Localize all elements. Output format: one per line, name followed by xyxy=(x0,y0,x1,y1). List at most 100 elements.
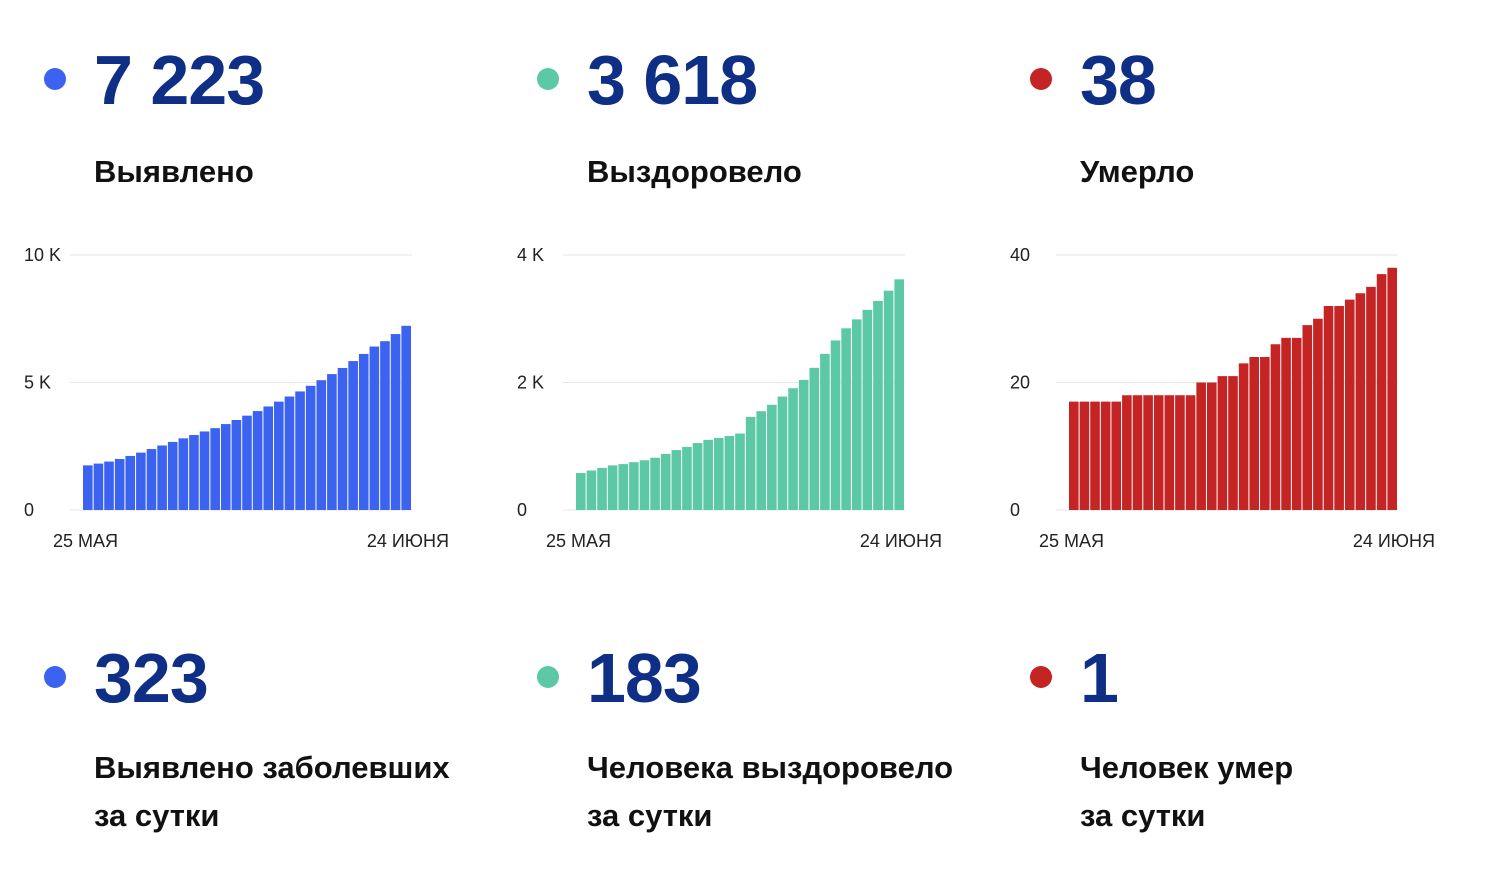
bar xyxy=(1153,395,1164,510)
bar xyxy=(735,433,745,510)
daily-died-label: Человек умер за сутки xyxy=(1080,744,1293,840)
bar xyxy=(629,462,639,510)
bar xyxy=(682,446,692,510)
recovered-dot-icon xyxy=(537,666,559,688)
bar xyxy=(1355,293,1366,510)
bar xyxy=(618,464,629,510)
bar xyxy=(862,309,873,510)
bar xyxy=(830,340,841,510)
x-start-label: 25 МАЯ xyxy=(53,531,118,551)
daily-died-label-line1: Человек умер xyxy=(1080,750,1294,785)
x-end-label: 24 ИЮНЯ xyxy=(1353,531,1435,551)
bar xyxy=(1206,382,1217,510)
bar xyxy=(788,388,798,510)
daily-recovered-label: Человека выздоровело за сутки xyxy=(587,744,953,840)
daily-detected-label-line1: Выявлено заболевших xyxy=(94,750,450,785)
bar xyxy=(104,461,114,510)
bar xyxy=(724,436,735,510)
died-dot-icon xyxy=(1030,666,1052,688)
bar xyxy=(1291,337,1302,510)
bar xyxy=(263,406,274,510)
bar xyxy=(146,449,157,510)
bar xyxy=(1228,376,1238,510)
bar xyxy=(873,300,883,510)
bar xyxy=(157,445,167,510)
bar xyxy=(639,460,650,510)
daily-detected-value: 323 xyxy=(94,639,209,717)
bar xyxy=(242,415,252,510)
bar xyxy=(210,428,220,510)
bar xyxy=(178,438,189,510)
total-died-value: 38 xyxy=(1080,41,1157,119)
bar xyxy=(1111,401,1122,510)
detected-dot-icon xyxy=(44,666,66,688)
y-tick-label: 0 xyxy=(517,500,527,520)
bar xyxy=(841,328,851,510)
bar xyxy=(1249,357,1260,510)
bar xyxy=(1132,395,1143,510)
bar xyxy=(586,470,597,510)
bar xyxy=(1069,401,1079,510)
bar xyxy=(83,465,93,510)
bar xyxy=(607,465,618,510)
bar xyxy=(1323,306,1334,510)
bar xyxy=(231,419,242,510)
bar xyxy=(1217,376,1228,510)
bar xyxy=(136,452,146,510)
bar xyxy=(337,367,348,510)
y-tick-label: 2 K xyxy=(517,373,544,393)
bar xyxy=(660,453,671,510)
bar xyxy=(1260,357,1270,510)
bar xyxy=(114,459,125,510)
bar xyxy=(1175,395,1185,510)
bar xyxy=(167,441,178,510)
bar xyxy=(1079,401,1090,510)
bar xyxy=(390,334,401,510)
bar xyxy=(369,346,380,510)
bar xyxy=(358,353,369,510)
bar xyxy=(252,411,263,510)
bar xyxy=(1143,395,1153,510)
bar xyxy=(274,401,284,510)
total-detected-value: 7 223 xyxy=(94,41,265,119)
y-tick-label: 5 K xyxy=(24,373,51,393)
bar xyxy=(125,455,136,510)
bar xyxy=(1090,401,1100,510)
bar xyxy=(1164,395,1175,510)
died-dot-icon xyxy=(1030,68,1052,90)
bar xyxy=(189,435,199,510)
daily-recovered-label-line1: Человека выздоровело xyxy=(587,750,954,785)
recovered-dot-icon xyxy=(537,68,559,90)
daily-died-value: 1 xyxy=(1080,639,1119,717)
x-start-label: 25 МАЯ xyxy=(546,531,611,551)
bar xyxy=(1313,318,1323,510)
y-tick-label: 4 K xyxy=(517,245,544,265)
total-recovered-value: 3 618 xyxy=(587,41,758,119)
bar xyxy=(1185,395,1196,510)
bar xyxy=(1238,363,1249,510)
bar xyxy=(1281,337,1291,510)
bar xyxy=(1366,286,1376,510)
bar xyxy=(327,374,337,510)
bar xyxy=(1376,274,1387,510)
chart-detected: 0 5 K 10 K 25 МАЯ 24 ИЮНЯ xyxy=(24,245,449,551)
bar xyxy=(671,450,682,510)
bar xyxy=(1344,299,1355,510)
x-start-label: 25 МАЯ xyxy=(1039,531,1104,551)
y-tick-label: 0 xyxy=(24,500,34,520)
bar xyxy=(1196,382,1206,510)
bar xyxy=(295,391,305,510)
bar xyxy=(767,404,777,510)
bar xyxy=(692,443,703,510)
bar xyxy=(650,457,660,510)
bar xyxy=(284,396,295,510)
daily-recovered-value: 183 xyxy=(587,639,702,717)
total-detected-label: Выявлено xyxy=(94,154,254,189)
bar xyxy=(820,353,830,510)
bar xyxy=(93,463,104,510)
x-end-label: 24 ИЮНЯ xyxy=(860,531,942,551)
daily-detected-label: Выявлено заболевших за сутки xyxy=(94,744,450,840)
x-end-label: 24 ИЮНЯ xyxy=(367,531,449,551)
y-tick-label: 10 K xyxy=(24,245,61,265)
total-died-label: Умерло xyxy=(1080,154,1195,189)
